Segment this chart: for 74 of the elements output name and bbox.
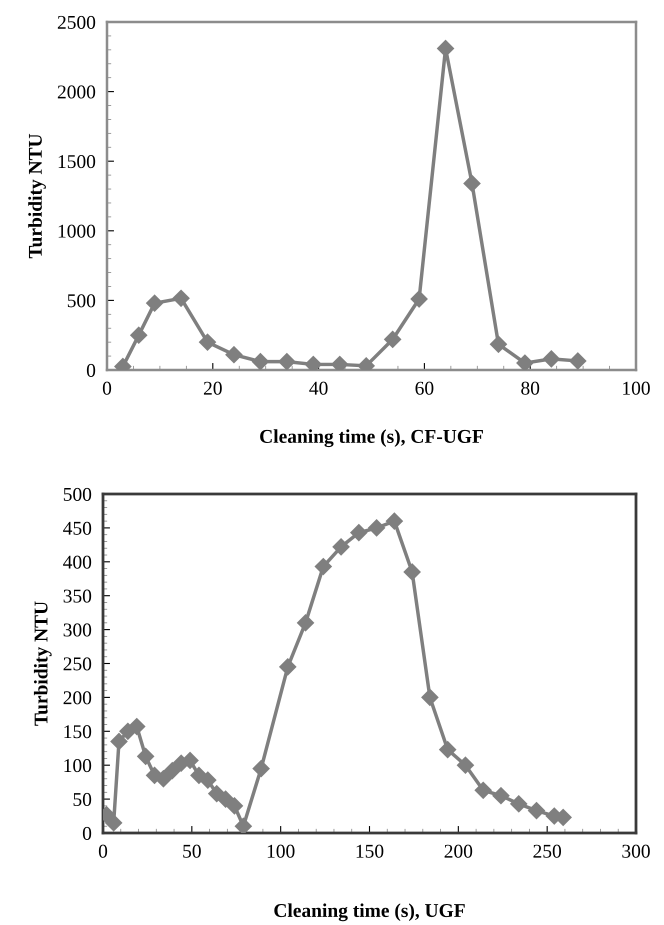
point	[528, 802, 546, 820]
y-tick-label: 100	[64, 759, 92, 772]
y-tick-label: 2500	[58, 16, 96, 29]
y-tick-label: 0	[86, 364, 96, 377]
y-tick-label: 500	[68, 294, 96, 308]
y-tick-label: 200	[64, 691, 92, 704]
point	[384, 330, 402, 348]
point	[164, 762, 181, 780]
point	[490, 336, 508, 353]
x-tick-label: 0	[102, 382, 112, 395]
point	[463, 174, 481, 192]
point	[492, 787, 510, 804]
point	[217, 790, 234, 808]
x-tick-label: 80	[521, 382, 540, 395]
point	[456, 756, 474, 774]
x-tick-label: 200	[444, 844, 472, 858]
point	[569, 352, 586, 370]
x-tick-label: 100	[623, 382, 650, 395]
x-tick-label: 40	[309, 382, 328, 395]
x-tick-label: 20	[204, 382, 222, 395]
y-tick-label: 500	[64, 488, 92, 501]
x-tick-label: 0	[98, 844, 108, 858]
point	[516, 354, 534, 370]
point	[252, 353, 269, 370]
y-tick-label: 2000	[58, 85, 96, 99]
point	[198, 334, 216, 351]
point	[542, 350, 560, 368]
y-tick-label: 350	[64, 590, 92, 603]
point	[368, 519, 386, 536]
y-tick-label: 250	[64, 657, 92, 670]
x-tick-label: 100	[268, 844, 295, 858]
y-tick-label: 150	[64, 725, 92, 738]
x-tick-label: 150	[356, 844, 384, 858]
point	[314, 558, 332, 576]
point	[350, 524, 368, 542]
point	[421, 688, 438, 706]
point	[234, 818, 252, 833]
point	[332, 538, 350, 556]
y-tick-label: 50	[74, 792, 92, 806]
point	[105, 814, 122, 832]
point	[137, 748, 154, 765]
x-tick-label: 60	[416, 382, 434, 395]
point	[510, 795, 528, 812]
x-tick-label: 250	[533, 844, 562, 858]
x-axis-title: Cleaning time (s), UGF	[274, 903, 465, 922]
y-tick-label: 450	[63, 522, 92, 535]
point	[437, 40, 454, 57]
y-tick-label: 300	[64, 623, 92, 637]
point	[404, 563, 421, 581]
point	[225, 346, 243, 364]
point	[410, 290, 428, 308]
y-axis-title: Turbidity NTU	[34, 601, 52, 726]
y-tick-label: 0	[82, 826, 92, 840]
point	[128, 718, 146, 736]
point	[386, 512, 403, 530]
point	[172, 290, 190, 307]
point	[252, 760, 270, 778]
point	[130, 326, 148, 344]
x-tick-label: 300	[622, 844, 650, 858]
point	[439, 741, 456, 758]
point	[199, 772, 216, 789]
point	[279, 658, 296, 676]
y-axis-title: Turbidity NTU	[28, 134, 46, 258]
y-tick-label: 1000	[58, 224, 96, 238]
point	[474, 782, 492, 799]
x-axis-title: Cleaning time (s), CF-UGF	[260, 429, 483, 448]
point	[110, 732, 128, 750]
point	[226, 797, 244, 814]
x-tick-label: 50	[183, 844, 201, 858]
point	[278, 353, 296, 370]
point	[296, 614, 314, 632]
point	[146, 294, 164, 312]
y-tick-label: 1500	[58, 155, 96, 168]
y-tick-label: 400	[63, 556, 92, 569]
